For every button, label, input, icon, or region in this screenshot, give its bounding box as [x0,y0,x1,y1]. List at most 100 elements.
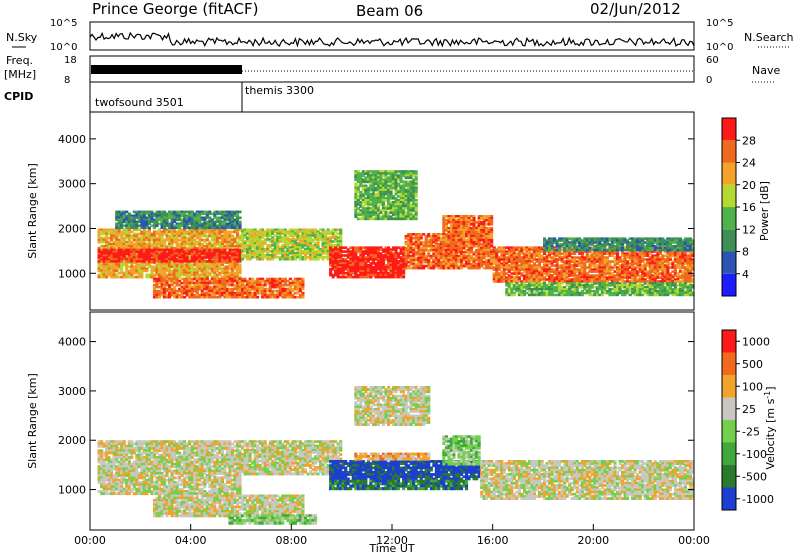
echo-cell [384,273,388,277]
echo-cell [165,273,169,277]
echo-cell [336,244,340,247]
echo-cell [100,254,104,257]
echo-cell [236,234,240,238]
echo-cell [278,240,282,243]
echo-cell [429,264,433,268]
echo-cell [429,254,433,258]
echo-cell [112,273,116,277]
echo-cell [414,190,418,194]
echo-cell [427,238,431,242]
echo-cell [437,262,441,266]
echo-cell [198,285,202,289]
echo-cell [120,275,124,279]
echo-cell [137,254,141,257]
echo-cell [361,256,365,259]
echo-cell [130,273,134,277]
echo-cell [329,248,333,251]
echo-cell [125,265,129,269]
echo-cell [437,264,441,268]
echo-cell [170,275,174,279]
echo-cell [188,248,192,252]
echo-cell [180,244,184,248]
echo-cell [404,176,408,180]
echo-cell [157,242,161,246]
echo-cell [195,291,199,295]
echo-cell [298,277,302,281]
echo-cell [331,266,335,269]
echo-cell [228,210,232,214]
echo-cell [268,250,272,253]
echo-cell [203,269,207,273]
echo-cell [311,252,315,255]
echo-cell [127,222,131,226]
echo-cell [208,224,212,228]
cpid-row: CPID twofsound 3501 themis 3300 [4,82,314,112]
echo-cell [364,246,368,249]
echo-cell [399,174,403,177]
echo-cell [288,238,292,241]
echo-cell [261,234,265,237]
echo-cell [351,248,355,251]
echo-cell [140,232,144,236]
echo-cell [218,289,222,293]
echo-cell [369,215,373,219]
echo-cell [147,275,151,279]
echo-cell [276,295,280,299]
echo-cell [112,232,116,236]
echo-cell [115,256,119,259]
echo-cell [256,238,260,241]
echo-cell [163,275,167,279]
echo-cell [243,289,247,293]
echo-cell [208,261,212,264]
echo-cell [389,275,393,279]
echo-cell [407,205,411,208]
freq-label: Freq. [6,54,33,67]
echo-cell [241,257,245,261]
echo-cell [213,291,217,295]
echo-cell [271,277,275,281]
echo-cell [354,250,358,253]
echo-cell [341,262,345,265]
echo-cell [185,214,189,218]
echo-cell [210,256,214,259]
echo-cell [366,258,370,261]
echo-cell [402,217,406,221]
echo-cell [336,271,340,275]
echo-cell [135,222,139,226]
echo-cell [165,261,169,264]
echo-cell [236,228,240,232]
echo-cell [404,213,408,217]
echo-cell [369,176,373,180]
echo-cell [122,271,126,275]
echo-cell [173,289,177,293]
echo-cell [165,216,169,220]
echo-cell [339,250,343,253]
echo-cell [407,182,411,186]
echo-cell [414,246,418,250]
echo-cell [409,176,413,180]
echo-cell [409,266,413,270]
echo-cell [276,238,280,241]
echo-cell [371,211,375,214]
echo-cell [160,220,164,224]
echo-cell [163,256,167,259]
echo-cell [394,186,398,190]
echo-cell [200,279,204,283]
echo-cell [205,281,209,285]
echo-cell [434,240,438,244]
echo-cell [223,218,227,222]
echo-cell [228,289,232,293]
echo-cell [155,218,159,222]
echo-cell [271,232,275,235]
echo-cell [374,201,378,204]
echo-cell [374,254,378,257]
echo-cell [281,236,285,239]
echo-cell [376,267,380,271]
echo-cell [248,244,252,247]
echo-cell [424,256,428,260]
echo-cell [198,232,202,236]
echo-cell [190,230,194,234]
echo-cell [180,228,184,232]
echo-cell [392,196,396,200]
echo-cell [399,264,403,267]
